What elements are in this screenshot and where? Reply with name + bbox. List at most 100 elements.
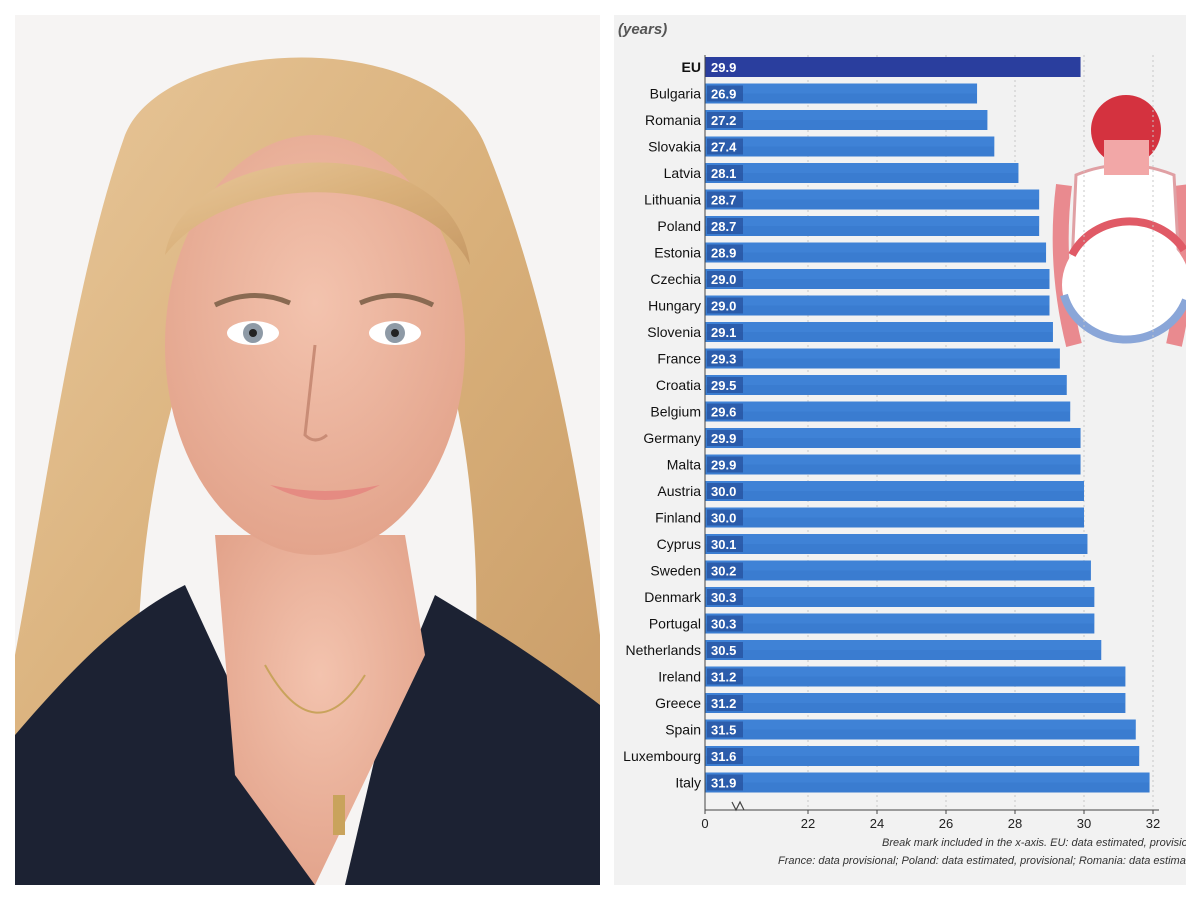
tick-label-0: 0 (701, 816, 708, 831)
bar-highlight-cyprus (705, 534, 1088, 544)
tick-label-22: 22 (801, 816, 815, 831)
value-label: 28.7 (711, 193, 736, 208)
bar-finland (705, 507, 1084, 528)
category-label: Portugal (649, 616, 701, 632)
bar-highlight-denmark (705, 587, 1095, 597)
value-label-bg (707, 271, 743, 287)
category-label: Lithuania (644, 192, 701, 208)
bar-ireland (705, 666, 1126, 687)
value-label: 31.6 (711, 749, 736, 764)
value-label: 29.9 (711, 431, 736, 446)
bar-portugal (705, 613, 1095, 634)
value-label-bg (707, 324, 743, 340)
bar-slovenia (705, 322, 1053, 342)
value-label-bg (707, 536, 743, 552)
category-label: Austria (657, 483, 701, 499)
bar-eu (705, 57, 1081, 77)
bar-spain (705, 719, 1136, 740)
bar-highlight-slovakia (705, 136, 995, 147)
bar-sweden (705, 560, 1091, 581)
category-label: Croatia (656, 377, 701, 393)
bar-highlight-france (705, 348, 1060, 359)
x-axis: 0 22 24 26 28 30 32 (701, 55, 1160, 831)
value-label-bg (707, 615, 743, 632)
bar-latvia (705, 163, 1019, 183)
bar-highlight-ireland (705, 666, 1126, 677)
bar-highlight-netherlands (705, 640, 1102, 650)
value-label: 26.9 (711, 87, 736, 102)
bar-romania (705, 110, 988, 130)
bar-estonia (705, 242, 1047, 263)
value-label: 27.2 (711, 113, 736, 128)
value-label-bg (707, 642, 743, 658)
bar-highlight-czechia (705, 269, 1050, 279)
category-label: Bulgaria (650, 86, 702, 102)
category-label: Denmark (644, 589, 702, 605)
bar-luxembourg (705, 746, 1140, 766)
value-label-bg (707, 695, 743, 711)
category-label: Germany (643, 430, 701, 446)
category-label: Estonia (654, 245, 701, 261)
category-label: EU (682, 59, 701, 75)
bar-greece (705, 693, 1126, 713)
category-label: Spain (665, 722, 701, 738)
value-label-bg (707, 191, 743, 208)
portrait-illustration (15, 15, 600, 885)
value-label: 31.2 (711, 696, 736, 711)
category-label: Romania (645, 112, 701, 128)
value-label: 28.1 (711, 166, 736, 181)
bar-highlight-slovenia (705, 322, 1053, 332)
bar-czechia (705, 269, 1050, 289)
value-label-bg (707, 668, 743, 685)
value-label: 30.0 (711, 511, 736, 526)
bar-highlight-austria (705, 481, 1084, 491)
portrait-photo (15, 15, 600, 885)
value-label: 31.5 (711, 723, 736, 738)
bar-highlight-lithuania (705, 189, 1040, 200)
value-label-bg (707, 165, 743, 181)
bar-highlight-poland (705, 216, 1040, 226)
category-label: Slovakia (648, 139, 701, 155)
bar-highlight-croatia (705, 375, 1067, 385)
value-label-bg (707, 403, 743, 420)
value-label: 30.5 (711, 643, 736, 658)
value-label-bg (707, 430, 743, 446)
value-label: 29.1 (711, 325, 736, 340)
category-label: Hungary (648, 298, 701, 314)
bar-chart: EU 29.9 Bulgaria 26.9 Romania 27.2 Slovakia 27.… (623, 55, 1186, 831)
bar-bulgaria (705, 83, 978, 104)
category-label: Cyprus (657, 536, 701, 552)
bar-highlight-portugal (705, 613, 1095, 624)
bar-highlight-sweden (705, 560, 1091, 571)
value-label: 29.9 (711, 60, 736, 75)
value-label-bg (707, 721, 743, 738)
value-label-bg (707, 748, 743, 764)
category-label: Latvia (664, 165, 702, 181)
bar-highlight-hungary (705, 295, 1050, 306)
bar-lithuania (705, 189, 1040, 210)
tick-label-32: 32 (1146, 816, 1160, 831)
bar-highlight-italy (705, 772, 1150, 783)
category-label: Italy (675, 775, 701, 791)
bar-slovakia (705, 136, 995, 157)
bar-highlight-estonia (705, 242, 1047, 253)
bar-highlight-latvia (705, 163, 1019, 173)
bar-denmark (705, 587, 1095, 607)
bar-cyprus (705, 534, 1088, 554)
value-label: 30.0 (711, 484, 736, 499)
value-label-bg (707, 774, 743, 791)
bar-highlight-spain (705, 719, 1136, 730)
value-label: 29.9 (711, 458, 736, 473)
value-label: 29.3 (711, 352, 736, 367)
footnote-line-1: Break mark included in the x-axis. EU: d… (882, 837, 1186, 849)
bar-italy (705, 772, 1150, 793)
value-label-bg (707, 112, 743, 128)
value-label-bg (707, 456, 743, 473)
value-label: 31.9 (711, 776, 736, 791)
category-label: Ireland (658, 669, 701, 685)
chart-panel: (years) EU 29.9 Bulgaria 26.9 Romania 27.2 Slo… (614, 15, 1186, 885)
bar-highlight-romania (705, 110, 988, 120)
bars: EU 29.9 Bulgaria 26.9 Romania 27.2 Slovakia 27.… (623, 57, 1150, 793)
value-label-bg (707, 244, 743, 261)
woman-illustration (1052, 95, 1186, 347)
